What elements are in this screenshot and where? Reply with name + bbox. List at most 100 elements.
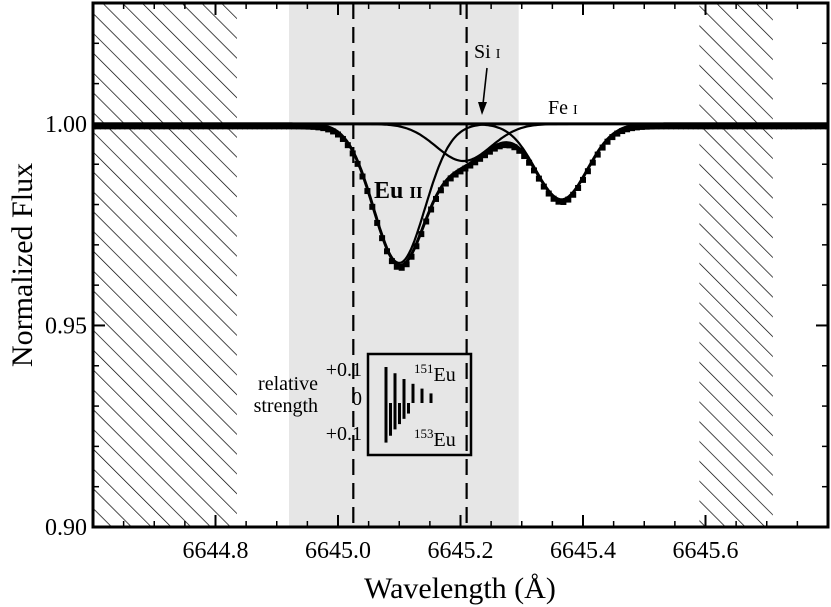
observed-data-point xyxy=(560,198,567,205)
observed-data-point xyxy=(575,184,582,191)
observed-data-point xyxy=(604,138,611,145)
x-tick-label: 6645.4 xyxy=(550,538,616,564)
x-axis-title: Wavelength (Å) xyxy=(364,572,556,605)
observed-data-point xyxy=(379,235,386,242)
observed-data-point xyxy=(501,142,508,149)
observed-data-point xyxy=(756,123,763,130)
observed-data-point xyxy=(820,123,827,130)
observed-data-point xyxy=(290,123,297,130)
observed-data-point xyxy=(486,148,493,155)
observed-data-point xyxy=(315,124,322,131)
observed-data-point xyxy=(751,123,758,130)
observed-data-point xyxy=(158,123,165,130)
observed-data-point xyxy=(320,125,327,132)
observed-data-point xyxy=(472,159,479,166)
observed-data-point xyxy=(173,123,180,130)
observed-data-point xyxy=(682,123,689,130)
observed-data-point xyxy=(731,123,738,130)
observed-data-point xyxy=(207,123,214,130)
observed-data-point xyxy=(633,124,640,131)
x-tick-label: 6645.2 xyxy=(428,538,494,564)
observed-data-point xyxy=(815,123,822,130)
observed-data-point xyxy=(535,175,542,182)
observed-data-point xyxy=(506,142,513,149)
observed-data-point xyxy=(325,126,332,133)
observed-data-point xyxy=(310,123,317,130)
observed-data-point xyxy=(491,145,498,152)
observed-data-point xyxy=(516,147,523,154)
observed-data-point xyxy=(761,123,768,130)
observed-data-point xyxy=(746,123,753,130)
x-tick-label: 6645.0 xyxy=(305,538,371,564)
observed-data-point xyxy=(511,144,518,151)
observed-data-point xyxy=(697,123,704,130)
observed-data-point xyxy=(423,218,430,225)
observed-data-point xyxy=(540,183,547,190)
observed-data-point xyxy=(393,263,400,270)
observed-data-point xyxy=(771,123,778,130)
observed-data-point xyxy=(163,123,170,130)
observed-data-point xyxy=(545,190,552,197)
observed-data-point xyxy=(555,198,562,205)
fe-i-label: Fe I xyxy=(548,97,578,119)
observed-data-point xyxy=(418,231,425,238)
observed-data-point xyxy=(766,123,773,130)
observed-data-point xyxy=(531,167,537,174)
observed-data-point xyxy=(227,123,234,130)
observed-data-point xyxy=(736,123,743,130)
eu-ii-label: Eu II xyxy=(374,178,423,204)
observed-data-point xyxy=(119,123,126,130)
observed-data-point xyxy=(374,219,381,226)
observed-data-point xyxy=(717,123,724,130)
eu151-label: 151Eu xyxy=(414,361,456,386)
observed-data-point xyxy=(584,168,591,175)
observed-data-point xyxy=(217,123,224,130)
y-tick-label: 1.00 xyxy=(45,112,87,138)
observed-data-point xyxy=(134,123,141,130)
observed-data-point xyxy=(687,123,694,130)
isotope-inset: relative strength +0.1 0 +0.1 151Eu 153E… xyxy=(254,352,473,457)
observed-data-point xyxy=(384,248,390,255)
observed-data-point xyxy=(727,123,733,130)
eu153-label: 153Eu xyxy=(414,426,456,451)
observed-data-point xyxy=(148,123,155,130)
observed-data-point xyxy=(153,123,160,130)
x-tick-label: 6644.8 xyxy=(183,538,249,564)
observed-data-point xyxy=(251,123,258,130)
observed-data-point xyxy=(648,123,655,130)
observed-data-point xyxy=(599,144,606,151)
observed-data-point xyxy=(212,123,219,130)
observed-data-point xyxy=(589,159,596,166)
observed-data-point xyxy=(408,253,415,260)
observed-data-point xyxy=(442,180,449,187)
observed-data-point xyxy=(261,123,268,130)
observed-data-point xyxy=(335,131,341,138)
observed-data-point xyxy=(104,123,111,130)
observed-data-point xyxy=(344,142,351,149)
observed-data-point xyxy=(183,123,190,130)
observed-data-point xyxy=(673,123,680,130)
inset-label-line1: relative xyxy=(258,373,318,395)
observed-data-point xyxy=(452,171,459,178)
y-tick-label: 0.90 xyxy=(45,515,87,541)
observed-data-point xyxy=(462,165,469,172)
observed-data-point xyxy=(800,123,807,130)
observed-data-point xyxy=(707,123,714,130)
hatched-region xyxy=(699,3,773,527)
observed-data-point xyxy=(638,123,645,130)
observed-data-point xyxy=(241,123,248,130)
observed-data-point xyxy=(570,191,577,198)
series xyxy=(93,122,828,271)
observed-data-point xyxy=(139,123,145,130)
observed-data-point xyxy=(433,195,439,202)
observed-data-point xyxy=(339,135,346,142)
observed-data-point xyxy=(810,123,817,130)
observed-data-point xyxy=(785,123,792,130)
observed-data-point xyxy=(276,123,283,130)
y-axis-title: Normalized Flux xyxy=(6,163,39,367)
inset-bars xyxy=(384,367,433,443)
observed-data-point xyxy=(256,123,263,130)
observed-data-point xyxy=(712,123,719,130)
observed-data-point xyxy=(99,123,106,130)
